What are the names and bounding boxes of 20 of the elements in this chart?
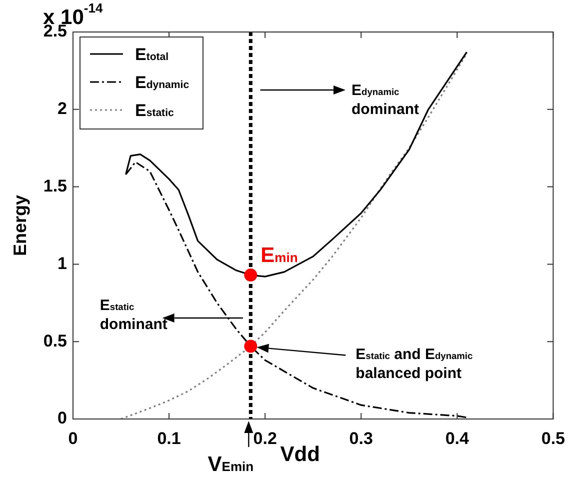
- y-tick-label: 1.5: [43, 176, 67, 196]
- x-tick-label: 0.3: [349, 428, 373, 448]
- y-tick-label: 0.5: [43, 331, 67, 350]
- annotation: Estatic and Edynamic balanced point: [356, 346, 473, 382]
- y-tick-label: 0: [58, 408, 67, 428]
- x-axis-title: Vdd: [280, 443, 320, 466]
- x-tick-label: 0.5: [541, 428, 566, 448]
- legend-label: Etotal: [135, 45, 169, 64]
- y-tick-label: 2: [58, 99, 67, 118]
- y-tick-label: 1: [58, 254, 67, 273]
- annotation: Edynamic dominant: [352, 82, 420, 118]
- annotation: Emin: [260, 244, 298, 268]
- x-tick-label: 0.4: [445, 428, 470, 448]
- x-tick-label: 0.1: [157, 428, 181, 448]
- legend-label: Estatic: [135, 101, 174, 120]
- y-axis-title: Energy: [10, 194, 30, 256]
- text: VEmin: [208, 453, 254, 476]
- x-tick-label: 0.2: [253, 428, 277, 448]
- legend-label: Edynamic: [135, 73, 190, 92]
- annotation: Estatic dominant: [100, 297, 168, 333]
